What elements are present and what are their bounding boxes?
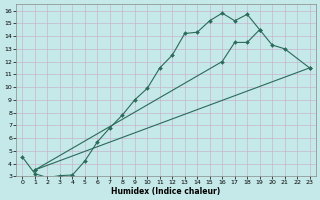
X-axis label: Humidex (Indice chaleur): Humidex (Indice chaleur)	[111, 187, 221, 196]
